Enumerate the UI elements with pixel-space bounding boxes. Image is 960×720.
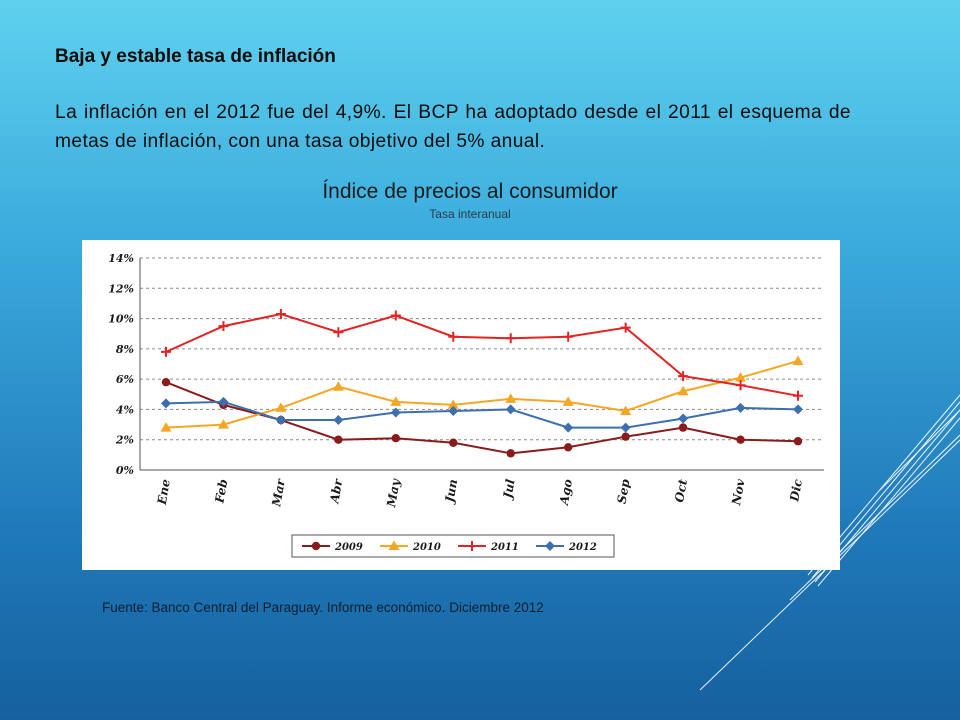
- data-point: [333, 327, 344, 338]
- data-point: [275, 415, 286, 426]
- legend-label: 2009: [334, 542, 363, 553]
- data-point: [678, 371, 689, 382]
- data-point: [678, 413, 689, 424]
- chart-panel: 0% 2% 4% 6% 8% 10% 12% 14% Ene Feb Mar Abr May Jun Jul…: [82, 240, 840, 570]
- data-point: [388, 540, 400, 550]
- data-point: [735, 402, 746, 413]
- data-point: [467, 541, 477, 551]
- data-point: [311, 541, 321, 551]
- data-point: [735, 380, 746, 391]
- data-point: [793, 404, 803, 415]
- data-point: [545, 541, 555, 551]
- data-point: [449, 438, 458, 447]
- data-point: [621, 432, 630, 441]
- data-point: [793, 390, 803, 401]
- series-line-2012: [165, 400, 799, 429]
- chart-subtitle: Tasa interanual: [429, 207, 511, 221]
- slide-title: Baja y estable tasa de inflación: [55, 46, 336, 67]
- legend-label: 2012: [568, 542, 597, 553]
- data-point: [620, 405, 632, 415]
- data-point: [218, 321, 229, 332]
- data-point: [390, 407, 401, 418]
- data-point: [563, 422, 574, 433]
- data-point: [161, 377, 171, 387]
- data-point: [332, 381, 344, 391]
- data-point: [563, 443, 573, 452]
- x-tick-label: Jul: [500, 478, 518, 502]
- data-point: [677, 385, 689, 396]
- y-tick-label: 0%: [116, 464, 134, 477]
- y-tick-label: 2%: [115, 434, 134, 447]
- data-point: [505, 393, 517, 403]
- slide-body-text: La inflación en el 2012 fue del 4,9%. El…: [55, 102, 851, 152]
- x-tick-label: Sep: [615, 478, 633, 505]
- inflation-line-chart: 0% 2% 4% 6% 8% 10% 12% 14% Ene Feb Mar Abr May Jun Jul…: [108, 252, 824, 558]
- x-tick-label: Abr: [327, 476, 345, 505]
- x-tick-label: Ene: [155, 478, 173, 507]
- chart-title: Índice de precios al consumidor: [322, 180, 618, 203]
- data-point: [736, 435, 745, 444]
- source-note: Fuente: Banco Central del Paraguay. Info…: [102, 600, 544, 615]
- y-tick-label: 8%: [116, 343, 134, 356]
- data-point: [505, 404, 516, 415]
- x-tick-label: Dic: [787, 477, 805, 503]
- data-point: [448, 405, 459, 416]
- y-tick-label: 10%: [108, 313, 134, 326]
- data-point: [160, 422, 172, 432]
- legend-box: [291, 534, 615, 558]
- x-tick-label: Ago: [557, 478, 575, 507]
- data-point: [620, 322, 631, 333]
- x-tick-label: Mar: [269, 476, 288, 508]
- series-line-2011: [165, 312, 799, 397]
- data-point: [391, 434, 401, 443]
- legend-label: 2010: [412, 542, 441, 553]
- data-point: [218, 396, 229, 407]
- x-tick-label: Jun: [442, 478, 460, 505]
- data-point: [620, 422, 631, 433]
- data-point: [447, 399, 459, 409]
- data-point: [333, 415, 344, 426]
- data-point: [793, 437, 803, 446]
- data-point: [792, 355, 804, 365]
- data-point: [390, 396, 402, 406]
- data-point: [678, 423, 688, 432]
- y-tick-label: 4%: [116, 403, 134, 416]
- x-tick-label: Nov: [729, 477, 748, 507]
- data-point: [448, 331, 459, 342]
- data-point: [562, 396, 574, 406]
- data-point: [506, 449, 515, 458]
- y-tick-label: 14%: [108, 252, 134, 265]
- series-line-2009: [165, 381, 799, 455]
- data-point: [390, 310, 401, 321]
- data-point: [563, 331, 574, 342]
- y-tick-label: 6%: [116, 373, 134, 386]
- series-line-2010: [165, 360, 799, 429]
- data-point: [735, 372, 747, 382]
- legend-label: 2011: [490, 542, 519, 553]
- data-point: [334, 435, 343, 444]
- data-point: [505, 333, 516, 344]
- x-tick-label: May: [384, 477, 403, 509]
- data-point: [161, 346, 171, 357]
- data-point: [275, 309, 286, 320]
- x-tick-label: Feb: [212, 478, 230, 505]
- y-tick-label: 12%: [108, 282, 134, 295]
- data-point: [275, 402, 287, 412]
- data-point: [217, 419, 229, 429]
- x-tick-label: Oct: [672, 478, 690, 504]
- data-point: [161, 398, 171, 409]
